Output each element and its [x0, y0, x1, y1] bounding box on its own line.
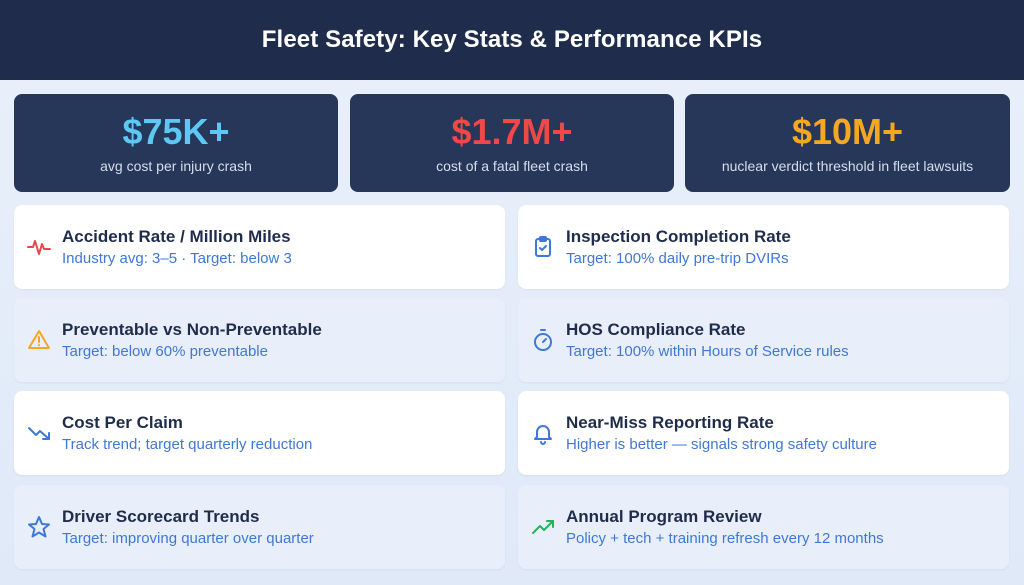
kpi-card-near-miss: Near-Miss Reporting Rate Higher is bette…	[518, 391, 1009, 475]
kpi-card-cost-per-claim: Cost Per Claim Track trend; target quart…	[14, 391, 505, 475]
kpi-title: Inspection Completion Rate	[566, 227, 791, 246]
trending-up-icon	[531, 515, 555, 539]
kpi-subtitle: Policy + tech + training refresh every 1…	[566, 530, 884, 547]
page-title: Fleet Safety: Key Stats & Performance KP…	[261, 26, 763, 53]
kpi-card-annual-review: Annual Program Review Policy + tech + tr…	[518, 485, 1009, 569]
kpi-title: Preventable vs Non-Preventable	[62, 320, 322, 339]
bell-icon	[531, 421, 555, 445]
stopwatch-icon	[531, 328, 555, 352]
kpi-title: Cost Per Claim	[62, 413, 183, 432]
kpi-card-preventable: Preventable vs Non-Preventable Target: b…	[14, 298, 505, 382]
kpi-title: HOS Compliance Rate	[566, 320, 746, 339]
kpi-title: Near-Miss Reporting Rate	[566, 413, 774, 432]
kpi-title: Accident Rate / Million Miles	[62, 227, 291, 246]
trending-down-icon	[27, 421, 51, 445]
heartbeat-icon	[27, 235, 51, 259]
kpi-card-accident-rate: Accident Rate / Million Miles Industry a…	[14, 205, 505, 289]
kpi-subtitle: Track trend; target quarterly reduction	[62, 436, 313, 453]
stat-label: nuclear verdict threshold in fleet lawsu…	[721, 158, 974, 174]
kpi-title: Annual Program Review	[566, 507, 762, 526]
kpi-subtitle: Industry avg: 3–5 · Target: below 3	[62, 250, 292, 267]
stat-card-fatal-cost: $1.7M+ cost of a fatal fleet crash	[350, 94, 674, 192]
stat-card-nuclear-verdict: $10M+ nuclear verdict threshold in fleet…	[685, 94, 1010, 192]
stat-value: $10M+	[791, 111, 904, 152]
stat-value: $75K+	[122, 111, 230, 152]
kpi-title: Driver Scorecard Trends	[62, 507, 260, 526]
kpi-subtitle: Target: below 60% preventable	[62, 343, 268, 360]
stat-value: $1.7M+	[451, 111, 573, 152]
warning-icon	[27, 328, 51, 352]
page-header: Fleet Safety: Key Stats & Performance KP…	[0, 0, 1024, 80]
stat-label: avg cost per injury crash	[100, 158, 252, 174]
kpi-card-inspection-completion: Inspection Completion Rate Target: 100% …	[518, 205, 1009, 289]
star-icon	[27, 515, 51, 539]
stat-label: cost of a fatal fleet crash	[436, 158, 588, 174]
kpi-subtitle: Higher is better — signals strong safety…	[566, 436, 877, 453]
kpi-subtitle: Target: 100% daily pre-trip DVIRs	[566, 250, 789, 267]
clipboard-check-icon	[531, 235, 555, 259]
stat-card-injury-cost: $75K+ avg cost per injury crash	[14, 94, 338, 192]
kpi-card-hos-compliance: HOS Compliance Rate Target: 100% within …	[518, 298, 1009, 382]
kpi-subtitle: Target: improving quarter over quarter	[62, 530, 314, 547]
kpi-card-driver-scorecard: Driver Scorecard Trends Target: improvin…	[14, 485, 505, 569]
kpi-subtitle: Target: 100% within Hours of Service rul…	[566, 343, 849, 360]
